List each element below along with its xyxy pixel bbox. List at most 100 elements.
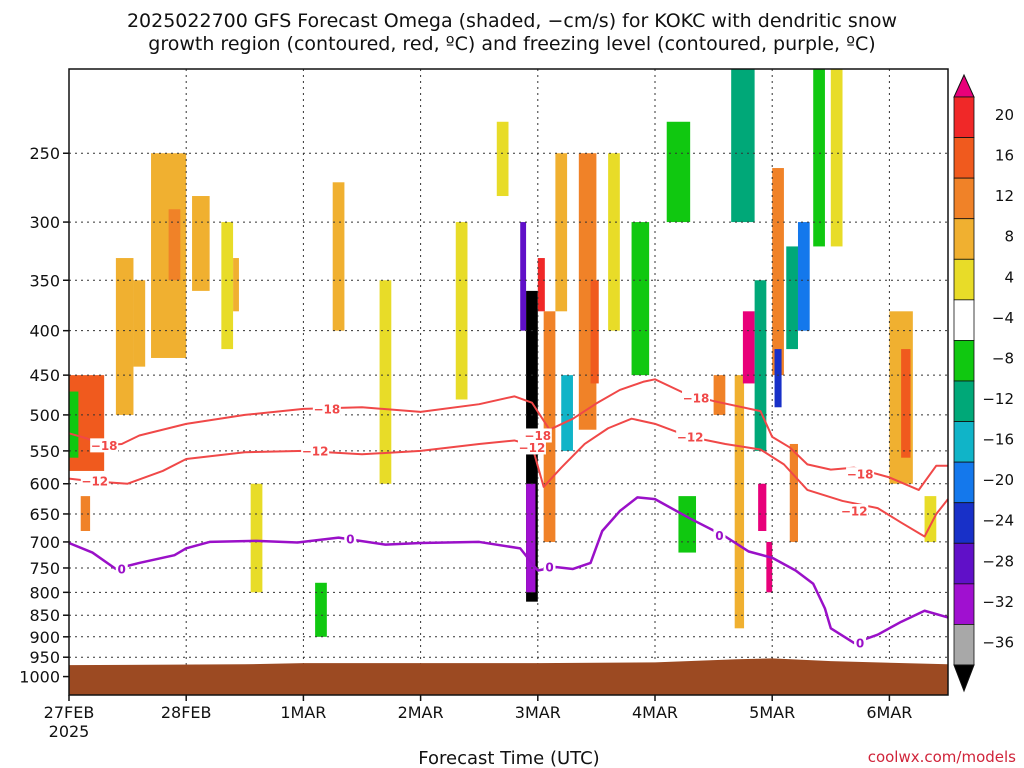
omega-cell [924, 496, 937, 542]
y-tick-label: 800 [29, 583, 60, 602]
contour-label: −12 [81, 475, 108, 489]
x-axis-title: Forecast Time (UTC) [418, 748, 599, 768]
contour-label-bg [676, 429, 705, 444]
omega-cell [520, 222, 527, 331]
colorbar-label: −20 [982, 471, 1014, 489]
contour-label-bg [80, 474, 109, 489]
x-tick-label: 6MAR [866, 703, 912, 722]
omega-cell [496, 121, 509, 197]
dgz-contour [68, 378, 948, 491]
y-tick-label: 1000 [19, 668, 60, 687]
y-tick-label: 450 [29, 366, 60, 385]
contour-label-bg [840, 504, 869, 519]
colorbar-swatch [953, 461, 975, 504]
y-tick-label: 550 [29, 442, 60, 461]
y-tick-label: 350 [29, 271, 60, 290]
x-tick-label: 1MAR [280, 703, 326, 722]
colorbar-label: −36 [982, 633, 1014, 651]
y-tick-label: 250 [29, 144, 60, 163]
omega-cell [734, 375, 745, 629]
x-tick-label: 27FEB [44, 703, 95, 722]
y-tick-label: 900 [29, 628, 60, 647]
contour-label-bg [846, 467, 875, 482]
y-tick-label: 600 [29, 475, 60, 494]
omega-cell [590, 280, 599, 384]
omega-cell [678, 496, 697, 553]
ground-fill [69, 658, 948, 695]
colorbar-swatch [953, 177, 975, 220]
colorbar-label: 8 [1004, 228, 1014, 246]
contour-label-bg [854, 636, 867, 651]
x-tick-label: 28FEB [161, 703, 212, 722]
omega-cell [561, 375, 573, 451]
contour-label: −18 [683, 391, 710, 405]
colorbar-swatch [953, 583, 975, 625]
contour-label: 0 [545, 560, 553, 574]
colorbar-swatch [953, 542, 975, 585]
omega-cell [901, 349, 911, 458]
omega-cell [666, 121, 691, 223]
y-tick-label: 400 [29, 322, 60, 341]
colorbar-swatch [953, 137, 975, 179]
colorbar-label: 16 [995, 147, 1014, 165]
omega-cell [713, 375, 726, 415]
contour-label: −18 [847, 468, 874, 482]
freezing-level-contour [68, 496, 949, 645]
omega-cell [543, 311, 556, 542]
omega-cell [133, 280, 146, 367]
x-tick-label: 2MAR [398, 703, 444, 722]
contour-label: −12 [519, 441, 546, 455]
colorbar-label: −32 [982, 593, 1014, 611]
y-axis: 250 300 350 400 450 500 550 600 650 700 750 800 850 9… [19, 144, 69, 687]
omega-cell [786, 246, 798, 350]
x-axis-year-label: 2025 [49, 722, 90, 741]
ground-surface [69, 658, 948, 695]
omega-cell [192, 196, 210, 291]
omega-cell [221, 222, 234, 350]
x-tick-label: 5MAR [749, 703, 795, 722]
colorbar-swatch [953, 380, 975, 422]
omega-cell [830, 69, 843, 247]
omega-cell [772, 168, 784, 376]
contour-label: 0 [715, 529, 723, 543]
contour-label-bg [543, 559, 556, 574]
colorbar-label: 4 [1004, 268, 1014, 286]
omega-cell [731, 69, 755, 223]
colorbar-top-arrow [953, 73, 975, 98]
colorbar-swatch [953, 502, 975, 544]
omega-cell [80, 496, 91, 531]
y-tick-label: 950 [29, 648, 60, 667]
colorbar-swatch [953, 421, 975, 463]
omega-cell [69, 391, 79, 458]
contour-label: −12 [302, 444, 329, 458]
colorbar-swatch [953, 624, 975, 666]
contour-label-bg [523, 428, 552, 443]
colorbar-label: −16 [982, 431, 1014, 449]
colorbar-swatch [953, 218, 975, 260]
contour-label: 0 [856, 637, 864, 651]
omega-cell [115, 258, 134, 415]
contour-label: −18 [91, 439, 118, 453]
omega-cell [754, 280, 767, 451]
colorbar-label: −24 [982, 512, 1014, 530]
colorbar-swatch [953, 340, 975, 382]
colorbar-swatch [953, 96, 975, 138]
contour-label: −18 [313, 402, 340, 416]
colorbar-label: 20 [995, 106, 1014, 124]
y-tick-label: 850 [29, 606, 60, 625]
dgz-contour [68, 417, 949, 538]
contours [68, 378, 949, 645]
contour-label-bg [517, 440, 546, 455]
omega-cell [789, 443, 798, 542]
omega-cell [168, 209, 181, 281]
y-tick-label: 700 [29, 533, 60, 552]
colorbar-label: −4 [992, 309, 1014, 327]
credit-text: coolwx.com/models [868, 748, 1016, 766]
y-tick-label: 750 [29, 559, 60, 578]
omega-cell [631, 222, 650, 376]
omega-cell [797, 222, 810, 331]
x-tick-label: 3MAR [515, 703, 561, 722]
